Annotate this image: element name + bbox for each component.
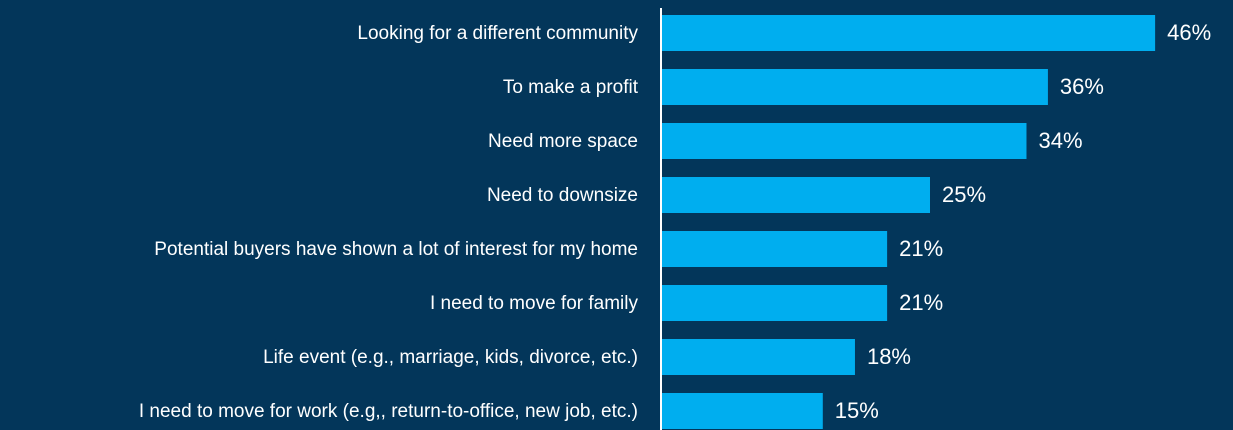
value-label: 21% <box>899 236 943 261</box>
category-label: Life event (e.g., marriage, kids, divorc… <box>263 347 638 368</box>
bar <box>662 393 823 429</box>
bar <box>662 15 1156 51</box>
value-label: 18% <box>867 344 911 369</box>
value-label: 21% <box>899 290 943 315</box>
category-label: I need to move for work (e.g,, return-to… <box>139 401 638 422</box>
bar <box>662 123 1027 159</box>
category-label: Potential buyers have shown a lot of int… <box>154 239 638 260</box>
bar <box>662 285 888 321</box>
value-label: 15% <box>835 398 879 423</box>
category-label: Looking for a different community <box>357 23 638 44</box>
category-label: Need to downsize <box>487 185 638 206</box>
bar <box>662 339 855 375</box>
value-label: 34% <box>1038 128 1082 153</box>
bar <box>662 69 1048 105</box>
category-label: Need more space <box>488 131 638 152</box>
bar <box>662 231 888 267</box>
category-label: To make a profit <box>503 77 639 98</box>
bar <box>662 177 930 213</box>
value-label: 36% <box>1060 74 1104 99</box>
category-label: I need to move for family <box>430 293 639 314</box>
value-label: 25% <box>942 182 986 207</box>
value-label: 46% <box>1167 20 1211 45</box>
